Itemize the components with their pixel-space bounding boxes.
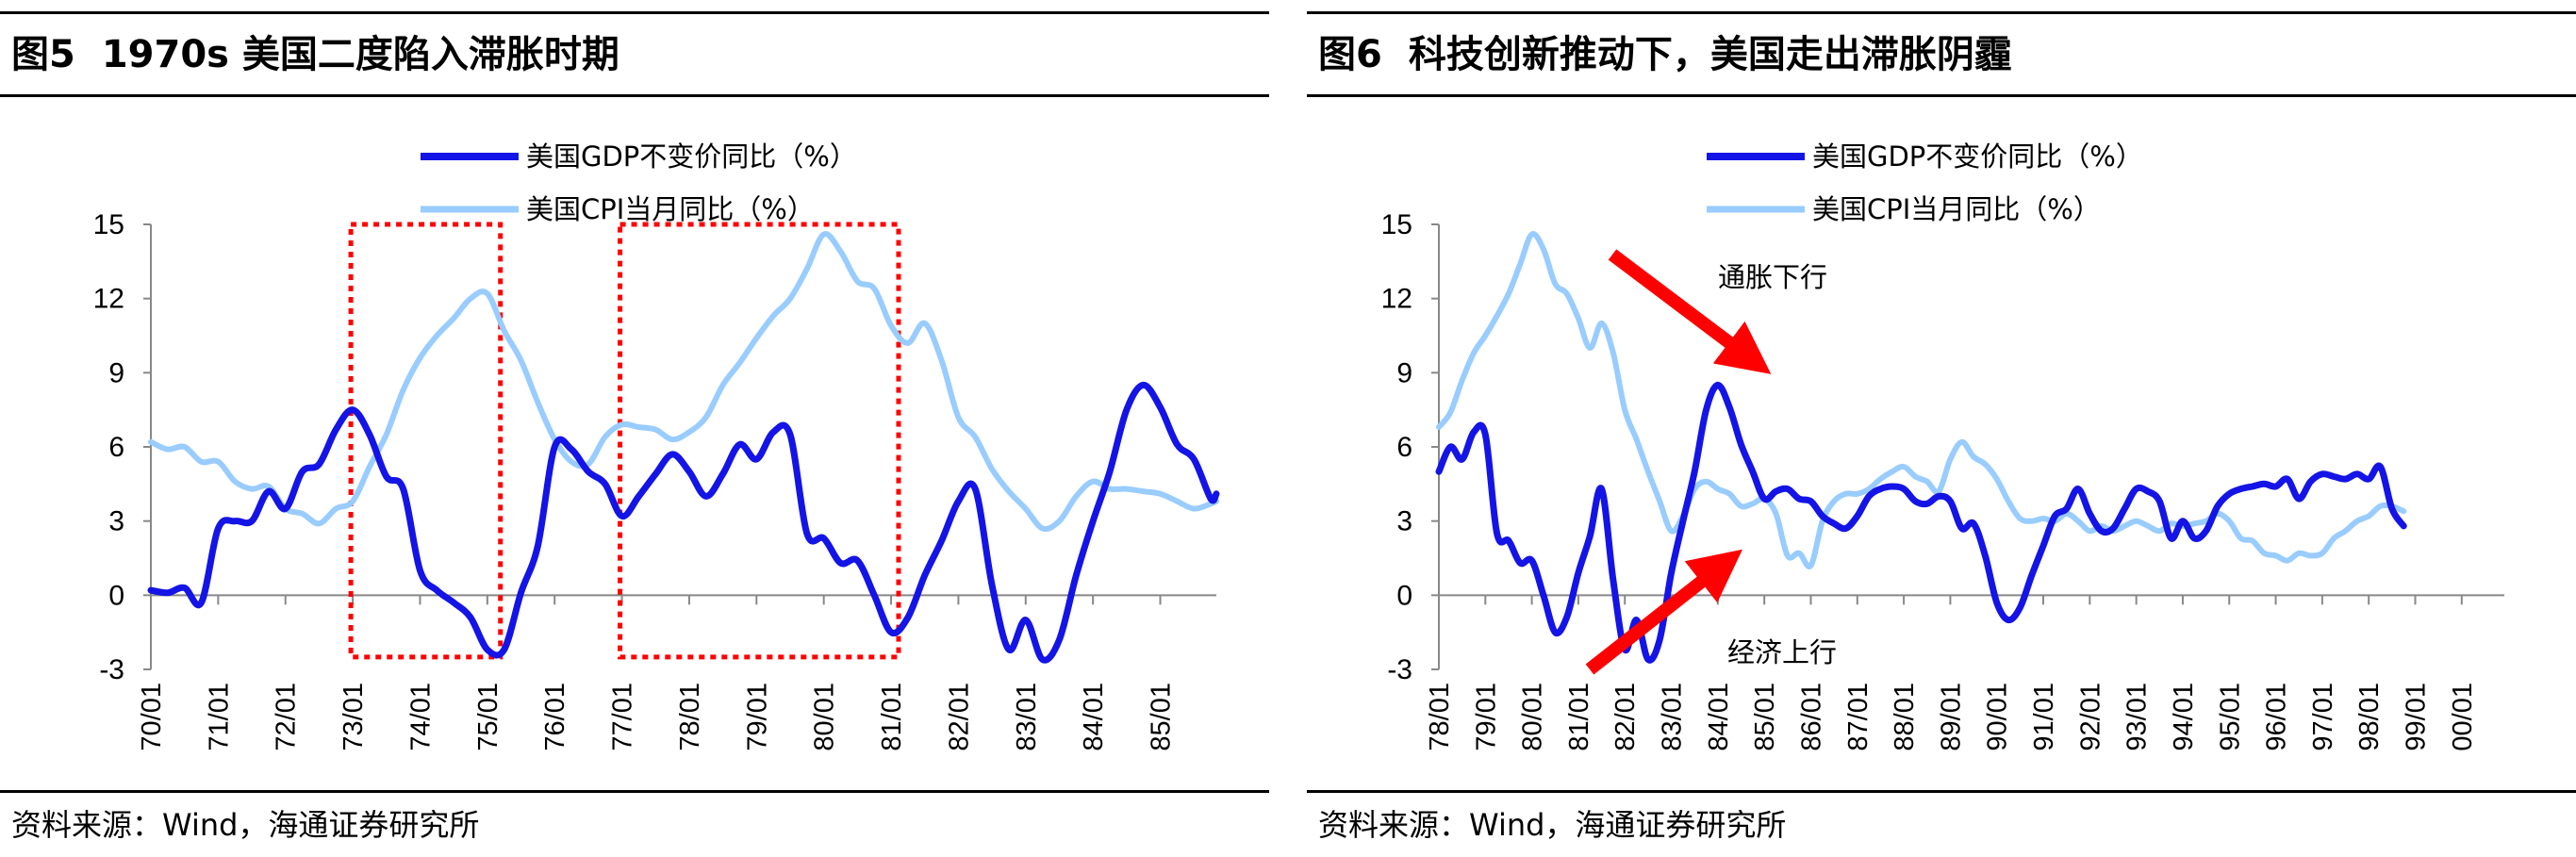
figure-title-text: 1970s 美国二度陷入滞胀时期 — [101, 33, 619, 76]
inflation-down-label: 通胀下行 — [1718, 261, 1827, 293]
x-tick-label: 83/01 — [1658, 683, 1688, 751]
legend-label-gdp: 美国GDP不变价同比（%） — [1812, 140, 2143, 173]
cpi-series-line — [1436, 231, 2407, 570]
y-tick-label: 12 — [93, 284, 124, 315]
top-rule — [0, 11, 1269, 14]
x-tick-label: 83/01 — [1012, 683, 1042, 751]
x-tick-label: 94/01 — [2169, 683, 2199, 751]
gdp-series-line — [1435, 381, 2407, 664]
y-tick-label: -3 — [1387, 654, 1412, 685]
legend-label-cpi: 美国CPI当月同比（%） — [1812, 193, 2101, 225]
x-tick-label: 79/01 — [1471, 683, 1501, 751]
y-tick-label: 15 — [1381, 209, 1412, 240]
title-rule — [0, 94, 1269, 97]
y-tick-label: 12 — [1381, 284, 1412, 315]
y-tick-label: 9 — [1396, 357, 1412, 388]
x-tick-label: 97/01 — [2308, 683, 2338, 751]
y-tick-label: 9 — [108, 357, 124, 388]
x-tick-label: 74/01 — [405, 683, 436, 751]
x-tick-label: 75/01 — [473, 683, 504, 751]
x-tick-label: 73/01 — [339, 683, 369, 751]
y-tick-label: 3 — [1396, 506, 1412, 537]
title-rule — [1307, 94, 2576, 97]
x-tick-label: 88/01 — [1890, 683, 1920, 751]
source-note: 资料来源：Wind，海通证券研究所 — [1318, 807, 1787, 843]
x-tick-label: 76/01 — [540, 683, 570, 751]
x-tick-label: 95/01 — [2215, 683, 2245, 751]
cpi-series-line — [148, 231, 1219, 533]
y-tick-label: -3 — [99, 654, 124, 685]
x-tick-label: 99/01 — [2401, 683, 2431, 751]
x-tick-label: 82/01 — [1610, 683, 1641, 751]
x-tick-label: 84/01 — [1704, 683, 1734, 751]
economy-up-label: 经济上行 — [1727, 636, 1837, 668]
x-tick-label: 84/01 — [1079, 683, 1109, 751]
x-tick-label: 78/01 — [675, 683, 705, 751]
figure-title: 图5 1970s 美国二度陷入滞胀时期 — [11, 26, 619, 83]
y-tick-label: 6 — [1396, 432, 1412, 463]
y-tick-label: 6 — [108, 432, 124, 463]
x-tick-label: 90/01 — [1983, 683, 2013, 751]
x-tick-label: 00/01 — [2448, 683, 2478, 751]
x-tick-label: 92/01 — [2075, 683, 2105, 751]
x-tick-label: 85/01 — [1147, 683, 1177, 751]
x-tick-label: 81/01 — [877, 683, 907, 751]
x-tick-label: 79/01 — [742, 683, 772, 751]
bottom-rule — [0, 790, 1269, 793]
x-tick-label: 78/01 — [1425, 683, 1455, 751]
figure-title-text: 科技创新推动下，美国走出滞胀阴霾 — [1408, 33, 2012, 76]
figure-5-chart: 15 12 9 6 3 0 -3 70/01 71/01 72/01 73/01 74/01 75/01… — [93, 140, 1220, 751]
source-note: 资料来源：Wind，海通证券研究所 — [11, 807, 480, 843]
x-tick-label: 77/01 — [608, 683, 638, 751]
x-tick-label: 87/01 — [1843, 683, 1874, 751]
y-tick-label: 15 — [93, 209, 124, 240]
y-tick-label: 0 — [1396, 580, 1412, 611]
y-tick-label: 3 — [108, 506, 124, 537]
x-tick-label: 81/01 — [1564, 683, 1594, 751]
x-tick-label: 85/01 — [1750, 683, 1780, 751]
legend-label-cpi: 美国CPI当月同比（%） — [526, 193, 815, 225]
stagflation-period-1-box — [348, 222, 504, 660]
economy-up-arrow — [1585, 549, 1743, 675]
inflation-down-arrow — [1608, 249, 1772, 374]
figure-5-panel: 图5 1970s 美国二度陷入滞胀时期 15 12 9 6 3 0 -3 70/01 71/01 7… — [0, 0, 1269, 857]
stagflation-period-2-box — [618, 222, 901, 660]
figure-6-chart: 15 12 9 6 3 0 -3 78/01 79/01 80/01 81/01 82/01 83/01… — [1381, 140, 2504, 751]
x-tick-label: 82/01 — [944, 683, 974, 751]
x-tick-label: 89/01 — [1936, 683, 1966, 751]
legend-label-gdp: 美国GDP不变价同比（%） — [526, 140, 857, 173]
x-tick-label: 86/01 — [1796, 683, 1826, 751]
bottom-rule — [1307, 790, 2576, 793]
figure-number: 图5 — [11, 33, 75, 76]
x-tick-label: 93/01 — [2122, 683, 2153, 751]
x-tick-label: 80/01 — [1518, 683, 1548, 751]
x-tick-label: 72/01 — [272, 683, 302, 751]
x-tick-label: 96/01 — [2262, 683, 2292, 751]
figure-title: 图6 科技创新推动下，美国走出滞胀阴霾 — [1318, 26, 2012, 83]
figure-6-panel: 图6 科技创新推动下，美国走出滞胀阴霾 15 12 9 6 3 0 -3 78/01 79/01 8… — [1307, 0, 2576, 857]
x-tick-label: 91/01 — [2029, 683, 2059, 751]
top-rule — [1307, 11, 2576, 14]
figure-number: 图6 — [1318, 33, 1382, 76]
x-tick-label: 98/01 — [2354, 683, 2385, 751]
y-tick-label: 0 — [108, 580, 124, 611]
gdp-series-line — [147, 381, 1220, 664]
x-tick-label: 80/01 — [810, 683, 840, 751]
x-tick-label: 70/01 — [137, 683, 167, 751]
x-tick-label: 71/01 — [204, 683, 234, 751]
